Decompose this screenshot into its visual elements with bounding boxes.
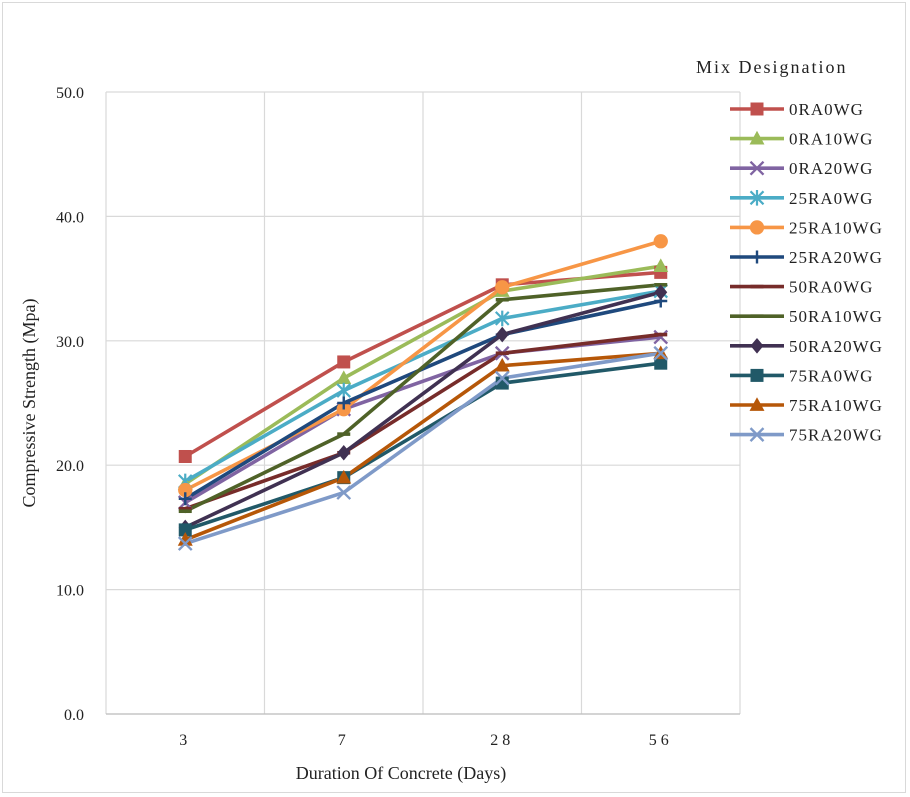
data-point-50RA10WG [178, 509, 192, 514]
data-point-75RA10WG [336, 469, 352, 484]
data-point-0RA0WG [337, 355, 351, 369]
legend-marker [750, 368, 764, 382]
x-tick-label: 7 [338, 732, 350, 749]
legend-item: 0RA20WG [730, 159, 873, 178]
legend-marker [749, 220, 765, 235]
data-point-75RA20WG [494, 370, 510, 386]
legend-item: 25RA0WG [730, 189, 873, 208]
data-point-25RA10WG [178, 482, 193, 498]
series-line-50RA0WG [183, 332, 663, 511]
y-tick-labels: 0.0 10.0 20.0 30.0 40.0 50.0 [56, 85, 84, 724]
data-point-50RA20WG [654, 284, 668, 301]
data-point-25RA10WG [495, 280, 510, 295]
legend-marker [749, 427, 765, 442]
series-markers [177, 234, 669, 551]
data-point-0RA10WG [336, 370, 352, 384]
x-axis-title: Duration Of Concrete (Days) [296, 763, 506, 784]
y-tick-label: 20.0 [56, 458, 84, 475]
data-point-50RA10WG [495, 297, 509, 302]
legend-marker [749, 397, 765, 411]
legend-item: 75RA20WG [730, 426, 883, 445]
data-point-75RA20WG [653, 345, 669, 361]
legend-marker [750, 314, 764, 318]
data-point-50RA20WG [337, 444, 351, 461]
data-point-0RA10WG [653, 258, 669, 273]
y-tick-label: 30.0 [56, 334, 84, 351]
data-point-75RA10WG [177, 532, 193, 546]
y-tick-label: 10.0 [56, 583, 84, 600]
data-point-50RA20WG [495, 326, 509, 343]
legend-label: 75RA0WG [789, 366, 873, 385]
legend-item: 25RA10WG [730, 218, 883, 237]
legend-marker [749, 130, 765, 145]
legend-marker [750, 102, 764, 116]
legend-marker [749, 160, 765, 176]
legend-label: 0RA10WG [789, 130, 873, 149]
legend-label: 25RA10WG [789, 218, 883, 237]
x-tick-labels: 3 7 28 56 [179, 732, 673, 749]
legend-item: 75RA10WG [730, 396, 883, 415]
data-point-25RA10WG [653, 234, 668, 249]
y-tick-label: 0.0 [64, 707, 84, 724]
data-point-0RA0WG [178, 449, 192, 463]
legend-marker [750, 284, 764, 289]
series-line-50RA10WG [183, 283, 663, 514]
legend-marker [749, 190, 765, 206]
series-line-75RA10WG [183, 351, 663, 542]
legend-title: Mix Designation [696, 57, 848, 77]
legend-item: 50RA20WG [730, 337, 883, 356]
legend: 0RA0WG 0RA10WG 0RA20WG 25RA0WG 25RA10WG 25RA2… [730, 100, 883, 445]
data-point-75RA20WG [177, 536, 193, 551]
legend-label: 0RA0WG [789, 100, 864, 119]
legend-label: 25RA0WG [789, 189, 873, 208]
legend-item: 25RA20WG [730, 248, 883, 267]
legend-label: 50RA20WG [789, 337, 883, 356]
data-point-50RA0WG [178, 506, 192, 511]
data-point-75RA20WG [336, 485, 352, 500]
legend-label: 50RA10WG [789, 307, 883, 326]
line-chart: 0.0 10.0 20.0 30.0 40.0 50.0 3 7 28 56 Duration … [19, 57, 883, 784]
x-tick-label: 3 [179, 732, 191, 749]
data-point-0RA20WG [653, 329, 669, 345]
series-line-25RA0WG [183, 289, 663, 484]
y-tick-label: 50.0 [56, 85, 84, 102]
series-line-75RA20WG [183, 351, 663, 546]
legend-label: 75RA20WG [789, 426, 883, 445]
data-point-75RA0WG [178, 523, 192, 537]
data-point-50RA0WG [495, 351, 509, 356]
legend-marker [750, 338, 764, 354]
legend-label: 25RA20WG [789, 248, 883, 267]
y-tick-label: 40.0 [56, 209, 84, 226]
data-point-25RA20WG [178, 492, 192, 506]
series-lines [183, 239, 663, 546]
x-tick-label: 56 [649, 732, 673, 749]
legend-item: 50RA0WG [730, 278, 873, 297]
legend-label: 50RA0WG [789, 278, 873, 297]
x-tick-label: 28 [490, 732, 514, 749]
legend-label: 0RA20WG [789, 159, 873, 178]
y-axis-title: Compressive Strength (Mpa) [19, 299, 40, 508]
data-point-25RA0WG [336, 382, 352, 399]
legend-label: 75RA10WG [789, 396, 883, 415]
series-line-75RA0WG [183, 361, 663, 532]
data-point-25RA0WG [494, 310, 510, 327]
legend-item: 0RA0WG [730, 100, 864, 119]
data-point-50RA10WG [337, 432, 351, 436]
series-line-0RA10WG [183, 264, 663, 486]
legend-item: 50RA10WG [730, 307, 883, 326]
legend-marker [750, 250, 764, 264]
data-point-25RA20WG [337, 396, 351, 410]
data-point-75RA10WG [494, 357, 510, 372]
legend-item: 75RA0WG [730, 366, 873, 385]
data-point-75RA0WG [654, 356, 668, 370]
legend-item: 0RA10WG [730, 130, 873, 149]
data-point-50RA0WG [654, 332, 668, 337]
series-line-50RA20WG [183, 290, 663, 530]
